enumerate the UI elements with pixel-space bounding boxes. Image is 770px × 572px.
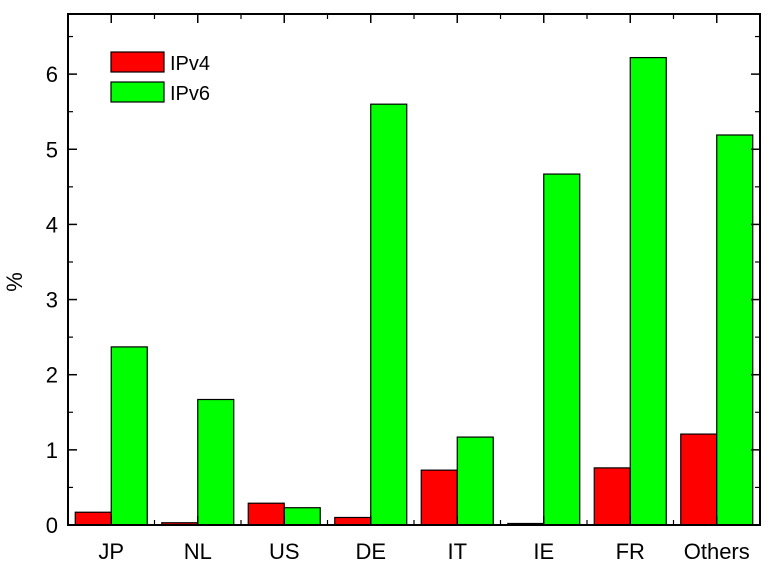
bar-ipv6-us <box>283 507 321 526</box>
legend: IPv4 IPv6 <box>110 51 210 105</box>
x-tick-label-us: US <box>269 539 300 564</box>
y-tick-label: 2 <box>46 363 58 388</box>
y-tick-label: 0 <box>46 513 58 538</box>
bar-ipv4-others <box>680 433 718 526</box>
y-tick-label: 6 <box>46 62 58 87</box>
bar-ipv4-it <box>420 469 458 526</box>
x-tick-label-fr: FR <box>616 539 645 564</box>
bar-ipv6-ie <box>543 173 581 526</box>
x-tick-label-ie: IE <box>533 539 554 564</box>
bar-ipv4-fr <box>593 467 631 526</box>
y-tick-label: 3 <box>46 288 58 313</box>
bar-ipv6-de <box>370 103 408 526</box>
x-tick-label-others: Others <box>684 539 750 564</box>
x-tick-label-de: DE <box>355 539 386 564</box>
bar-ipv6-fr <box>629 56 667 526</box>
bar-ipv6-jp <box>110 346 148 526</box>
legend-swatch-ipv6 <box>110 81 165 103</box>
y-tick-label: 1 <box>46 438 58 463</box>
legend-label-ipv6: IPv6 <box>170 83 210 105</box>
legend-label-ipv4: IPv4 <box>170 53 210 75</box>
bars-group <box>74 56 754 526</box>
bar-ipv6-it <box>456 436 494 526</box>
y-tick-label: 5 <box>46 137 58 162</box>
plot-frame <box>67 13 761 526</box>
bar-ipv4-jp <box>74 511 112 526</box>
x-tick-label-nl: NL <box>184 539 212 564</box>
y-tick-label: 4 <box>46 212 58 237</box>
x-tick-label-jp: JP <box>98 539 124 564</box>
bar-ipv6-nl <box>197 398 235 526</box>
bar-ipv4-us <box>247 502 285 526</box>
bar-ipv6-others <box>716 134 754 526</box>
y-axis-label: % <box>2 272 27 292</box>
bar-ipv4-de <box>334 516 372 526</box>
x-tick-label-it: IT <box>447 539 467 564</box>
ticks-group: JP NL US DE IT IE FR Others 0 1 2 3 4 5 6 <box>46 14 760 564</box>
legend-swatch-ipv4 <box>110 51 165 73</box>
